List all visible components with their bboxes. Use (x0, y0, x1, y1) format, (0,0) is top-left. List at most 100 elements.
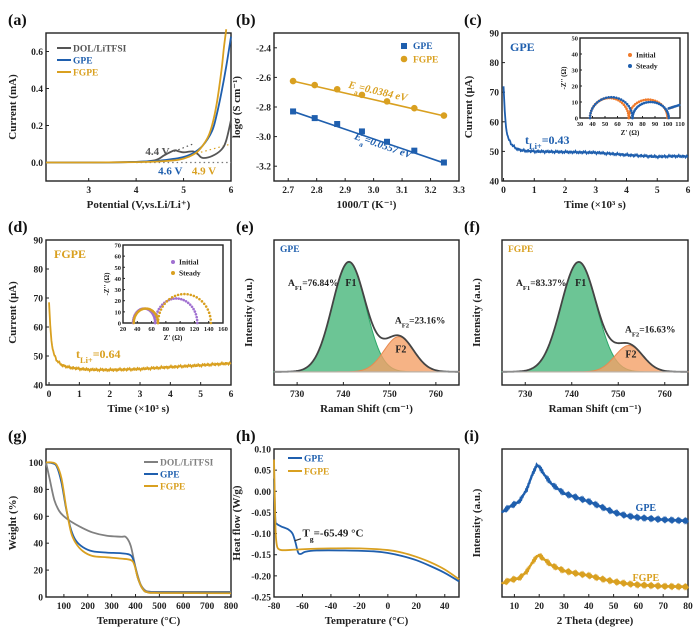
x-tick-label: -20 (353, 602, 366, 612)
data-point-fgpe (289, 77, 297, 85)
series-line-dollitfsi (45, 119, 232, 164)
plot-frame (45, 448, 232, 598)
annotation-gpe-ea: Ea=0.0557 eV (352, 131, 414, 162)
y-tick-label: 60 (34, 324, 44, 334)
x-tick-label: -80 (268, 602, 281, 612)
inset-data-point (625, 102, 629, 106)
inset-data-point (206, 308, 210, 311)
area-label-f2: AF2=16.63% (625, 325, 676, 338)
inset-y-tick-label: 30 (572, 68, 579, 75)
chart-i-xrd: 10 20 30 40 50 60 70 80 2 Theta (degree) Intensit… (464, 428, 693, 627)
chart-g-tga: 100 200 300 400 500 600 700 800 0 20 40 60 80 100 Temp… (7, 428, 238, 627)
x-axis-label: Raman Shift (cm⁻¹) (549, 403, 642, 415)
inset-data-point (174, 297, 178, 300)
inset-data-point (637, 100, 641, 104)
y-tick-label: 60 (490, 118, 500, 128)
legend-label: FGPE (413, 56, 438, 66)
inset-x-tick-label: 20 (120, 326, 127, 333)
y-tick-label: 50 (490, 148, 500, 158)
x-tick-label: 50 (609, 602, 619, 612)
inset-data-point (192, 307, 195, 311)
inset-data-point (620, 101, 624, 105)
inset-data-point (158, 311, 162, 315)
fit-line-gpe (292, 110, 445, 164)
inset-data-point (594, 102, 597, 106)
inset-data-point (644, 101, 648, 104)
inset-legend-label: Steady (636, 62, 658, 71)
inset-data-point (195, 321, 199, 325)
x-tick-label: 750 (611, 390, 626, 400)
data-point-fgpe (440, 112, 448, 119)
inset-data-point (193, 310, 197, 313)
area-label-f1: AF1=83.37% (516, 279, 567, 292)
inset-y-tick-label: 20 (115, 298, 122, 305)
transference-number: tLi+=0.64 (76, 347, 121, 365)
sample-label: FGPE (508, 245, 533, 255)
inset-data-point (625, 107, 628, 111)
inset-data-point (208, 314, 212, 318)
inset-data-point (647, 100, 650, 104)
inset-data-point (156, 310, 159, 313)
legend-label: FGPE (73, 69, 98, 79)
inset-data-point (588, 116, 592, 120)
data-point-gpe (440, 159, 447, 166)
inset-data-point (619, 98, 623, 101)
x-tick-label: 6 (686, 186, 691, 196)
inset-data-point (632, 104, 635, 108)
ea-text-fgpe: Ea=0.0384 eV (346, 80, 410, 108)
inset-data-point (626, 109, 629, 113)
y-axis-label: Heat flow (W/g) (231, 485, 243, 560)
envelope-curve (501, 261, 689, 373)
x-axis-label: 1000/T (K⁻¹) (337, 199, 397, 211)
data-point-gpe (411, 147, 418, 154)
y-tick-label: 0.10 (254, 446, 271, 456)
curve-label-gpe: GPE (636, 503, 657, 514)
data-point-fgpe (411, 104, 418, 112)
chart-f-raman: 730 740 750 760 Raman Shift (cm⁻¹) Intensity … (464, 219, 689, 415)
inset-x-tick-label: 100 (175, 326, 185, 333)
y-tick-label: -0.10 (251, 530, 271, 540)
inset-data-point (627, 116, 631, 120)
x-tick-label: 3.1 (396, 186, 408, 196)
x-tick-label: 0 (47, 390, 52, 400)
peak-label-f1: F1 (345, 278, 356, 289)
y-axis-label: Intensity (a.u.) (243, 278, 255, 347)
inset-y-tick-label: 60 (115, 254, 122, 261)
inset-data-point (655, 101, 659, 105)
x-tick-label: 3 (593, 186, 598, 196)
inset-data-point (609, 95, 613, 99)
inset-data-point (607, 96, 610, 99)
inset-data-point (595, 101, 599, 104)
sample-label: GPE (510, 40, 535, 54)
x-tick-label: -40 (325, 602, 338, 612)
inset-data-point (177, 297, 181, 300)
inset-x-tick-label: 120 (190, 326, 200, 333)
y-tick-label: 0.2 (31, 122, 43, 132)
x-tick-label: 730 (518, 390, 533, 400)
y-tick-label: -2.4 (256, 44, 271, 54)
inset-y-tick-label: 20 (572, 84, 579, 91)
chart-e-raman: 730 740 750 760 Raman Shift (cm⁻¹) Intensity … (236, 219, 460, 415)
inset-eis: 30 40 50 60 70 80 90 100 110 0 10 20 30 40 50 Z' (Ω) -Z'… (560, 36, 685, 138)
x-tick-label: 100 (57, 602, 72, 612)
x-tick-label: 700 (200, 602, 215, 612)
inset-data-point (163, 302, 166, 306)
y-tick-label: 70 (490, 89, 500, 99)
x-tick-label: 10 (510, 602, 520, 612)
x-tick-label: 60 (634, 602, 644, 612)
inset-data-point (624, 105, 627, 108)
dol-tangent (173, 143, 194, 152)
inset-data-point (624, 101, 627, 104)
x-tick-label: 740 (565, 390, 580, 400)
x-tick-label: 730 (290, 390, 305, 400)
data-point-fgpe (333, 85, 341, 93)
x-axis-label: Time (×10³ s) (564, 199, 626, 211)
inset-data-point (179, 297, 183, 301)
inset-data-point (189, 293, 193, 297)
inset-data-point (633, 102, 637, 106)
inset-y-tick-label: 10 (115, 309, 122, 316)
fit-line-fgpe (292, 80, 445, 117)
y-axis-label: Intensity (a.u.) (471, 278, 483, 347)
data-point-gpe (334, 121, 341, 128)
x-tick-label: 3 (86, 186, 91, 196)
